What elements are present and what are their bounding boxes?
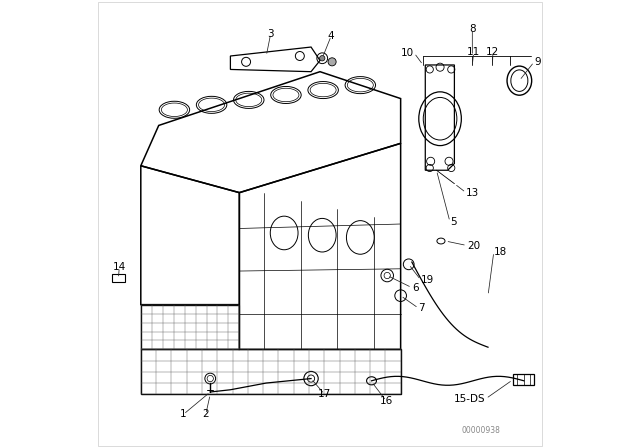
Text: 14: 14 — [113, 262, 126, 272]
Text: 11: 11 — [467, 47, 480, 57]
Text: 16: 16 — [380, 396, 393, 406]
Text: 18: 18 — [494, 247, 507, 257]
Text: 4: 4 — [328, 31, 335, 41]
Text: 7: 7 — [419, 303, 425, 313]
Text: 19: 19 — [421, 275, 434, 285]
Text: 2: 2 — [202, 409, 209, 419]
Circle shape — [328, 58, 336, 66]
Text: 20: 20 — [467, 241, 480, 250]
Text: 9: 9 — [534, 57, 541, 67]
Text: 15-DS: 15-DS — [454, 394, 486, 404]
Text: 5: 5 — [450, 217, 456, 227]
Text: 12: 12 — [486, 47, 500, 57]
Bar — [513, 374, 534, 385]
Bar — [112, 274, 125, 282]
Text: 3: 3 — [268, 29, 274, 39]
Text: 1: 1 — [180, 409, 187, 419]
Text: 6: 6 — [412, 283, 419, 293]
Text: 17: 17 — [318, 389, 331, 399]
Text: 00000938: 00000938 — [462, 426, 500, 435]
Text: 13: 13 — [466, 188, 479, 198]
Text: 10: 10 — [401, 48, 414, 58]
Circle shape — [319, 56, 325, 61]
Text: 8: 8 — [469, 24, 476, 34]
